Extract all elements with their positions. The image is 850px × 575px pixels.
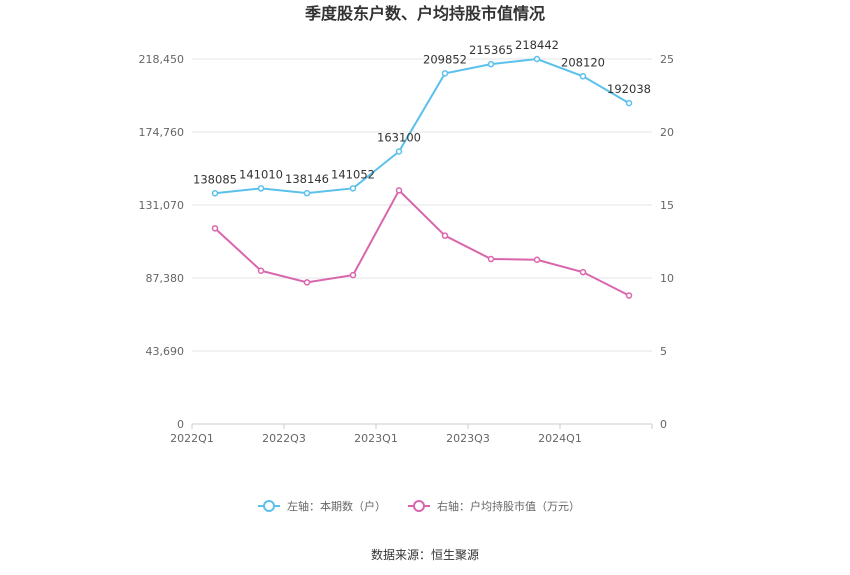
data-point[interactable]: [625, 99, 633, 107]
axes: 0 0 43,690 5 87,380 10 131,070 15 174,760 20 218,4…: [139, 53, 675, 445]
data-label: 163100: [377, 130, 421, 144]
data-point[interactable]: [349, 185, 357, 192]
legend-item[interactable]: 左轴：本期数（户）: [258, 499, 386, 513]
data-point[interactable]: [625, 292, 633, 299]
data-label: 141010: [239, 167, 283, 181]
y-left-tick-label: 0: [177, 418, 184, 431]
data-point[interactable]: [349, 271, 357, 279]
legend[interactable]: 左轴：本期数（户） 右轴：户均持股市值（万元）: [258, 499, 580, 513]
data-point[interactable]: [533, 55, 541, 63]
x-tick-label: 2023Q3: [446, 432, 490, 445]
data-point[interactable]: [441, 232, 449, 239]
series-line: [214, 188, 630, 297]
legend-label: 左轴：本期数（户）: [287, 499, 386, 513]
data-label: 209852: [423, 52, 467, 66]
data-label: 208120: [561, 55, 605, 69]
x-tick-label: 2024Q1: [538, 432, 582, 445]
y-left-tick-label: 43,690: [146, 345, 185, 358]
y-left-tick-label: 174,760: [139, 126, 185, 139]
data-label: 138146: [285, 172, 329, 186]
data-point[interactable]: [579, 268, 587, 276]
data-label: 138085: [193, 172, 237, 186]
y-left-tick-label: 218,450: [139, 53, 185, 66]
data-point[interactable]: [303, 189, 311, 197]
data-point[interactable]: [395, 148, 403, 155]
y-right-tick-label: 0: [660, 418, 667, 431]
y-right-tick-label: 25: [660, 53, 674, 66]
data-label: 215365: [469, 43, 513, 57]
chart-title: 季度股东户数、户均持股市值情况: [304, 4, 545, 23]
data-point[interactable]: [303, 279, 311, 286]
y-right-tick-label: 5: [660, 345, 667, 358]
data-point[interactable]: [211, 225, 219, 232]
data-source: 数据来源：恒生聚源: [371, 547, 479, 562]
x-tick-label: 2023Q1: [354, 432, 398, 445]
grid-lines: [192, 58, 652, 425]
x-tick-label: 2022Q1: [170, 432, 214, 445]
legend-marker-icon: [413, 500, 425, 512]
y-right-tick-label: 20: [660, 126, 674, 139]
series-line: [214, 57, 630, 195]
data-label: 192038: [607, 82, 651, 96]
data-point[interactable]: [211, 190, 219, 197]
series-shareholder-count: 138085 141010 138146 141052 163100 2098522153…: [193, 38, 651, 197]
data-label: 218442: [515, 38, 559, 52]
series-avg-market-value: [211, 187, 633, 299]
data-point[interactable]: [487, 60, 495, 68]
data-point[interactable]: [441, 70, 449, 77]
data-point[interactable]: [395, 187, 403, 194]
y-right-tick-label: 10: [660, 272, 674, 285]
y-left-tick-label: 87,380: [146, 272, 185, 285]
data-label: 141052: [331, 167, 375, 181]
legend-label: 右轴：户均持股市值（万元）: [437, 499, 580, 513]
data-point[interactable]: [487, 255, 495, 263]
legend-item[interactable]: 右轴：户均持股市值（万元）: [408, 499, 580, 513]
legend-marker-icon: [263, 500, 275, 512]
y-right-tick-label: 15: [660, 199, 674, 212]
y-left-tick-label: 131,070: [139, 199, 185, 212]
data-point[interactable]: [257, 185, 265, 192]
data-point[interactable]: [257, 267, 265, 274]
x-tick-label: 2022Q3: [262, 432, 306, 445]
data-point[interactable]: [579, 73, 587, 80]
series-layer: 138085 141010 138146 141052 163100 2098522153…: [193, 38, 651, 299]
data-point[interactable]: [533, 256, 541, 263]
